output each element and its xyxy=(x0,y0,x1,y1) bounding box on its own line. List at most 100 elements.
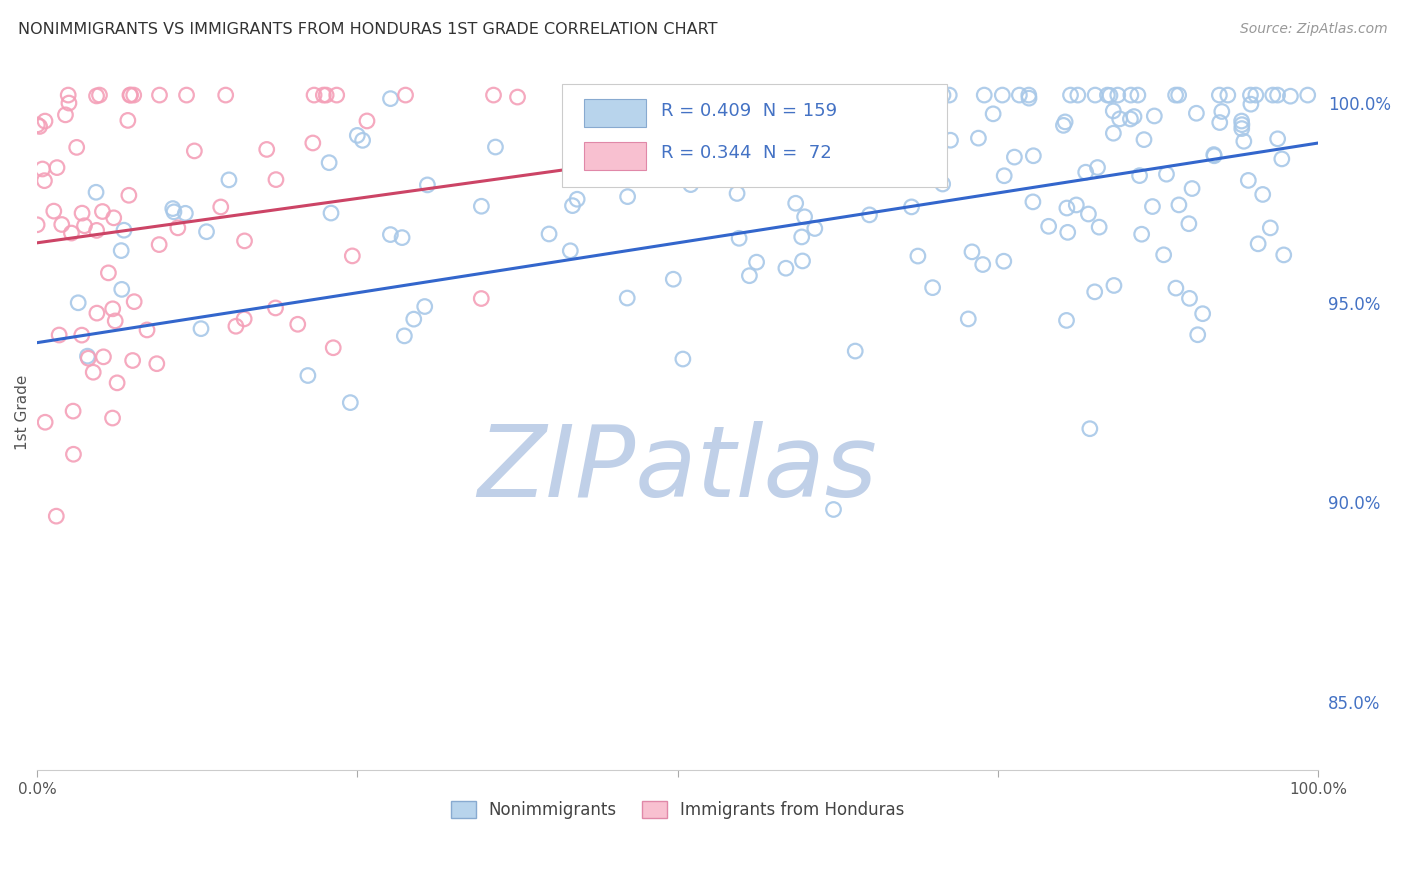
Point xyxy=(195,225,218,239)
Point xyxy=(70,328,93,343)
Point xyxy=(897,92,920,106)
Point xyxy=(1102,103,1125,118)
Point xyxy=(136,323,159,337)
Point xyxy=(538,227,561,241)
Point xyxy=(287,318,309,332)
Point xyxy=(352,133,374,147)
Point xyxy=(775,261,797,276)
Point xyxy=(735,116,758,130)
Point xyxy=(25,218,48,232)
Point xyxy=(1181,181,1204,195)
Point xyxy=(484,140,506,154)
Point xyxy=(938,88,960,103)
Point xyxy=(1119,112,1142,126)
Point xyxy=(1002,150,1025,164)
Point xyxy=(34,114,56,128)
Point xyxy=(1038,219,1060,234)
Point xyxy=(1208,88,1230,103)
Y-axis label: 1st Grade: 1st Grade xyxy=(15,375,30,450)
Point xyxy=(1267,88,1289,103)
Point xyxy=(640,88,662,103)
Point xyxy=(1123,110,1146,124)
Point xyxy=(416,178,439,192)
Point xyxy=(339,395,361,409)
Text: R = 0.344  N =  72: R = 0.344 N = 72 xyxy=(661,145,832,162)
Point xyxy=(1204,149,1226,163)
Point xyxy=(1018,91,1040,105)
Point xyxy=(1230,118,1253,132)
Point xyxy=(1087,161,1109,175)
Bar xyxy=(583,143,645,169)
Point xyxy=(394,329,416,343)
Point xyxy=(1239,88,1261,103)
Point xyxy=(120,88,142,103)
Point xyxy=(319,206,342,220)
Point xyxy=(148,88,170,103)
Point xyxy=(851,99,873,113)
Point xyxy=(470,199,492,213)
Point xyxy=(176,88,198,103)
Point xyxy=(1129,169,1152,183)
Point xyxy=(1022,149,1045,163)
Point xyxy=(312,88,335,103)
Point xyxy=(1056,313,1078,327)
Point xyxy=(162,202,184,216)
Point xyxy=(34,174,56,188)
Point xyxy=(322,341,344,355)
Point xyxy=(862,88,884,103)
Point xyxy=(1261,88,1284,103)
Point xyxy=(793,210,815,224)
Point xyxy=(1237,173,1260,187)
Point xyxy=(745,88,768,103)
Point xyxy=(1088,220,1111,235)
Point xyxy=(1251,187,1274,202)
Point xyxy=(907,249,929,263)
Point xyxy=(1230,121,1253,136)
Point xyxy=(315,88,337,103)
Text: ZIPatlas: ZIPatlas xyxy=(478,421,877,518)
Point xyxy=(86,223,108,237)
Point xyxy=(391,230,413,244)
Point xyxy=(91,204,114,219)
Point xyxy=(31,161,53,176)
Point xyxy=(1191,307,1213,321)
Point xyxy=(561,199,583,213)
Point xyxy=(844,344,866,359)
Point xyxy=(1153,248,1175,262)
Point xyxy=(738,268,761,283)
Point xyxy=(225,319,247,334)
Point xyxy=(105,376,128,390)
Point xyxy=(921,280,943,294)
Point xyxy=(745,255,768,269)
Point xyxy=(1156,167,1178,181)
Point xyxy=(209,200,232,214)
Point xyxy=(939,133,962,147)
Point xyxy=(58,88,80,103)
Point xyxy=(1187,327,1209,342)
Point xyxy=(1167,88,1189,103)
Point xyxy=(1279,89,1302,103)
Point xyxy=(325,88,347,103)
Point xyxy=(792,254,814,268)
Point xyxy=(73,219,96,233)
Point xyxy=(1022,194,1045,209)
Point xyxy=(86,306,108,320)
Point xyxy=(681,156,703,170)
Point xyxy=(569,141,592,155)
Point xyxy=(1178,291,1201,305)
Point xyxy=(1084,88,1107,103)
Point xyxy=(1133,133,1156,147)
Point xyxy=(111,282,134,296)
Point xyxy=(190,321,212,335)
Point xyxy=(1267,132,1289,146)
Point xyxy=(931,177,953,191)
Point xyxy=(122,294,145,309)
Point xyxy=(101,411,124,425)
Point xyxy=(67,295,90,310)
Point xyxy=(804,221,827,235)
Point xyxy=(60,226,83,240)
Point xyxy=(1074,165,1097,179)
Point xyxy=(97,266,120,280)
Point xyxy=(1056,201,1078,215)
Bar xyxy=(583,100,645,127)
